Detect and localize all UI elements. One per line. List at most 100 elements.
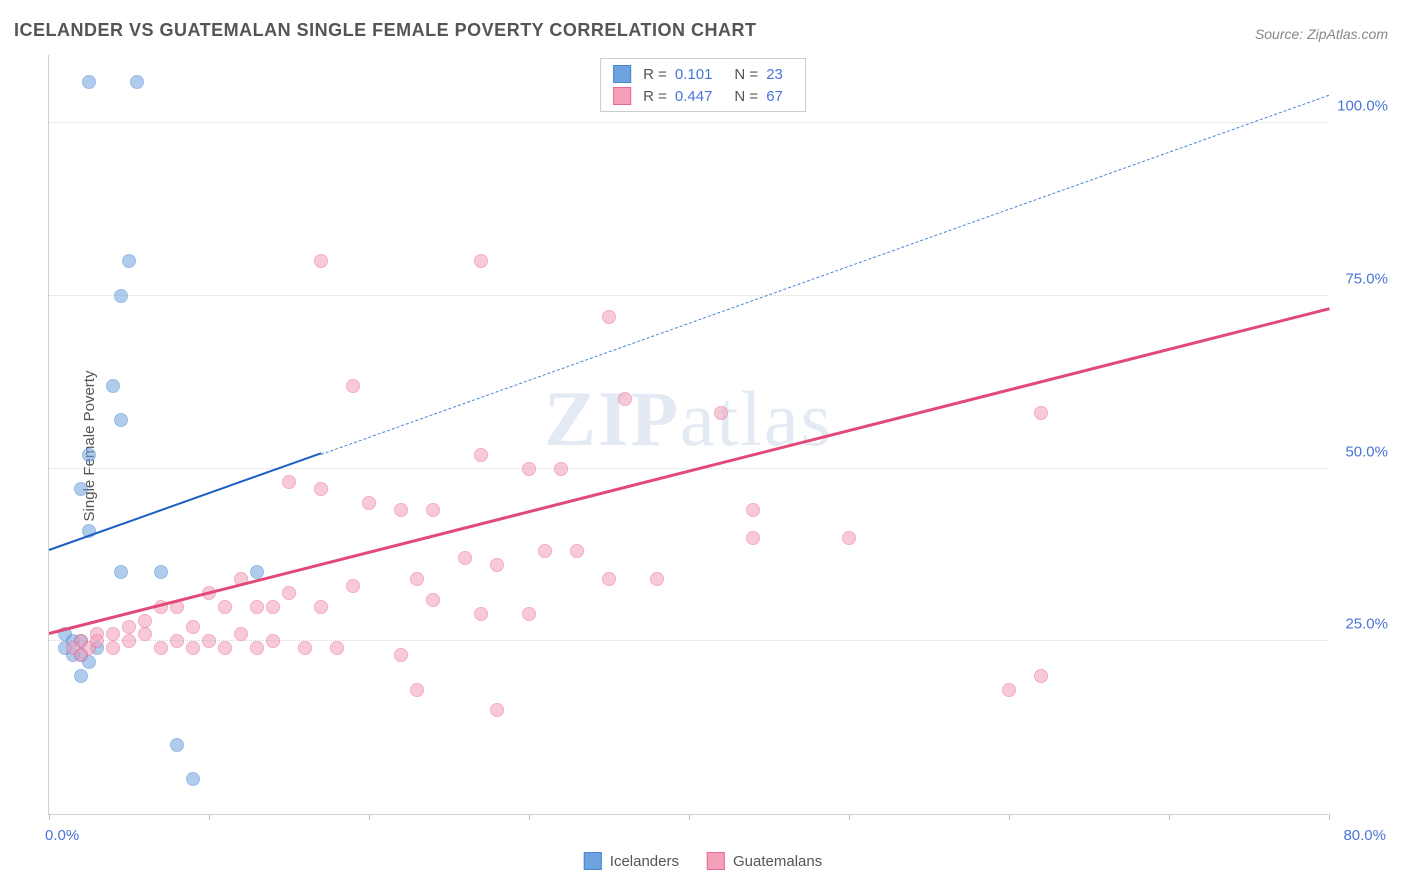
data-point [122,634,136,648]
x-tick [369,814,370,820]
x-tick [529,814,530,820]
gridline [49,295,1328,296]
data-point [186,641,200,655]
data-point [218,600,232,614]
data-point [114,565,128,579]
data-point [410,572,424,586]
n-value: 67 [766,88,783,105]
watermark-zip: ZIP [544,375,680,462]
data-point [114,413,128,427]
trend-line-extrapolated [321,94,1329,454]
data-point [746,531,760,545]
legend-label: Guatemalans [733,853,822,870]
data-point [1034,669,1048,683]
legend-item: Icelanders [584,852,679,870]
data-point [218,641,232,655]
data-point [522,607,536,621]
data-point [346,579,360,593]
data-point [522,462,536,476]
stats-row: R = 0.447 N = 67 [613,85,793,107]
data-point [602,572,616,586]
y-tick-label: 75.0% [1345,270,1388,287]
data-point [474,607,488,621]
data-point [314,600,328,614]
data-point [234,627,248,641]
r-label: R = [643,88,667,105]
x-tick-label: 0.0% [45,827,79,844]
chart-container: ICELANDER VS GUATEMALAN SINGLE FEMALE PO… [0,0,1406,892]
data-point [74,482,88,496]
n-label: N = [734,66,758,83]
n-label: N = [734,88,758,105]
data-point [1034,406,1048,420]
y-tick-label: 100.0% [1337,98,1388,115]
r-value: 0.101 [675,66,713,83]
bottom-legend: Icelanders Guatemalans [584,852,822,870]
stats-legend: R = 0.101 N = 23 R = 0.447 N = 67 [600,58,806,112]
data-point [170,738,184,752]
data-point [138,614,152,628]
data-point [362,496,376,510]
data-point [90,634,104,648]
data-point [74,669,88,683]
watermark: ZIPatlas [544,374,833,464]
data-point [1002,683,1016,697]
stats-row: R = 0.101 N = 23 [613,63,793,85]
data-point [842,531,856,545]
data-point [410,683,424,697]
data-point [490,703,504,717]
legend-swatch [584,852,602,870]
data-point [650,572,664,586]
data-point [250,641,264,655]
data-point [202,634,216,648]
series-swatch [613,65,631,83]
data-point [554,462,568,476]
r-label: R = [643,66,667,83]
data-point [250,600,264,614]
legend-swatch [707,852,725,870]
x-tick-label: 80.0% [1343,827,1386,844]
data-point [106,627,120,641]
y-tick-label: 25.0% [1345,616,1388,633]
r-value: 0.447 [675,88,713,105]
data-point [474,254,488,268]
data-point [282,586,296,600]
data-point [330,641,344,655]
data-point [82,448,96,462]
data-point [266,600,280,614]
data-point [82,75,96,89]
data-point [154,641,168,655]
gridline [49,122,1328,123]
x-tick [689,814,690,820]
x-tick [1169,814,1170,820]
data-point [74,648,88,662]
data-point [170,634,184,648]
data-point [458,551,472,565]
data-point [138,627,152,641]
data-point [346,379,360,393]
data-point [186,620,200,634]
data-point [394,503,408,517]
legend-label: Icelanders [610,853,679,870]
data-point [122,254,136,268]
series-swatch [613,87,631,105]
x-tick [209,814,210,820]
data-point [618,392,632,406]
data-point [746,503,760,517]
legend-item: Guatemalans [707,852,822,870]
x-tick [49,814,50,820]
data-point [154,565,168,579]
x-tick [1009,814,1010,820]
gridline [49,468,1328,469]
data-point [394,648,408,662]
n-value: 23 [766,66,783,83]
data-point [298,641,312,655]
data-point [282,475,296,489]
data-point [714,406,728,420]
y-tick-label: 50.0% [1345,443,1388,460]
chart-title: ICELANDER VS GUATEMALAN SINGLE FEMALE PO… [14,20,757,41]
data-point [106,379,120,393]
data-point [538,544,552,558]
data-point [122,620,136,634]
data-point [426,503,440,517]
